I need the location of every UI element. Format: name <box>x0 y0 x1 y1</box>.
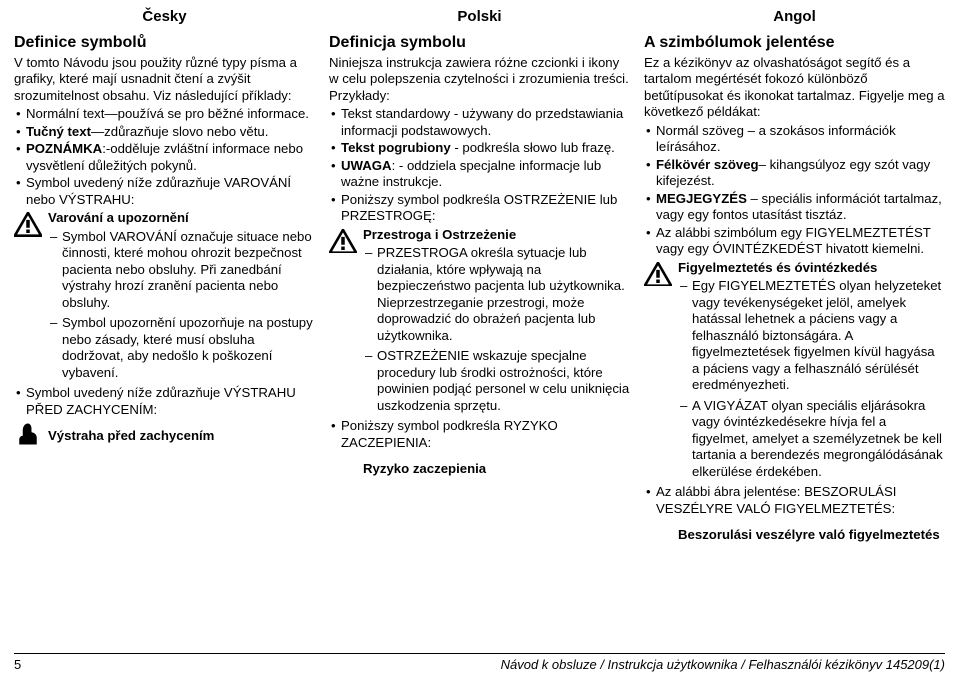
pinch-title: Výstraha před zachycením <box>48 428 214 445</box>
pinch-title: Beszorulási veszélyre való figyelmezteté… <box>678 527 940 544</box>
warning-title: Varování a upozornění <box>48 210 315 227</box>
list-item: Normální text—používá se pro běžné infor… <box>14 106 315 123</box>
list-item: Félkövér szöveg– kihangsúlyoz egy szót v… <box>644 157 945 190</box>
footer-text: Návod k obsluze / Instrukcja użytkownika… <box>501 657 945 672</box>
warning-icon <box>644 262 672 291</box>
list-item: Symbol uvedený níže zdůrazňuje VÝSTRAHU … <box>14 385 315 418</box>
lang-header: Polski <box>329 8 630 27</box>
list-item: Az alábbi ábra jelentése: BESZORULÁSI VE… <box>644 484 945 517</box>
list-item: PRZESTROGA określa sytuacje lub działani… <box>363 245 630 344</box>
list-item: Tekst pogrubiony - podkreśla słowo lub f… <box>329 140 630 157</box>
bullet-list: Tekst standardowy - używany do przedstaw… <box>329 106 630 225</box>
bullet-list: Normál szöveg – a szokásos információk l… <box>644 123 945 258</box>
warning-block: Varování a upozornění Symbol VAROVÁNÍ oz… <box>14 210 315 385</box>
page-columns: Česky Definice symbolů V tomto Návodu js… <box>0 0 959 640</box>
list-item: Symbol upozornění upozorňuje na postupy … <box>48 315 315 381</box>
pinch-block: Výstraha před zachycením <box>14 420 315 453</box>
list-item: Tekst standardowy - używany do przedstaw… <box>329 106 630 139</box>
page-footer: 5 Návod k obsluze / Instrukcja użytkowni… <box>14 653 945 672</box>
list-item: A VIGYÁZAT olyan speciális eljárásokra v… <box>678 398 945 481</box>
warning-sublist: Symbol VAROVÁNÍ označuje situace nebo či… <box>48 229 315 382</box>
warning-icon <box>14 212 42 241</box>
list-item: Az alábbi szimbólum egy FIGYELMEZTETÉST … <box>644 225 945 258</box>
pinch-block: Ryzyko zaczepienia <box>329 453 630 486</box>
lang-header: Angol <box>644 8 945 27</box>
bullet-list: Normální text—používá se pro běžné infor… <box>14 106 315 208</box>
warning-title: Przestroga i Ostrzeżenie <box>363 227 630 244</box>
warning-title: Figyelmeztetés és óvintézkedés <box>678 260 945 277</box>
list-item: POZNÁMKA:-odděluje zvláštní informace ne… <box>14 141 315 174</box>
column-polski: Polski Definicja symbolu Niniejsza instr… <box>329 8 630 640</box>
intro-text: Ez a kézikönyv az olvashatóságot segítő … <box>644 55 945 121</box>
column-cesky: Česky Definice symbolů V tomto Návodu js… <box>14 8 315 640</box>
section-title: A szimbólumok jelentése <box>644 33 945 53</box>
warning-block: Figyelmeztetés és óvintézkedés Egy FIGYE… <box>644 260 945 485</box>
list-item: Symbol VAROVÁNÍ označuje situace nebo či… <box>48 229 315 312</box>
warning-sublist: Egy FIGYELMEZTETÉS olyan helyzeteket vag… <box>678 278 945 480</box>
bullet-list: Symbol uvedený níže zdůrazňuje VÝSTRAHU … <box>14 385 315 418</box>
pinch-block: Beszorulási veszélyre való figyelmezteté… <box>644 519 945 552</box>
list-item: Poniższy symbol podkreśla RYZYKO ZACZEPI… <box>329 418 630 451</box>
bullet-list: Az alábbi ábra jelentése: BESZORULÁSI VE… <box>644 484 945 517</box>
list-item: Poniższy symbol podkreśla OSTRZEŻENIE lu… <box>329 192 630 225</box>
lang-header: Česky <box>14 8 315 27</box>
list-item: UWAGA: - oddziela specjalne informacje l… <box>329 158 630 191</box>
bullet-list: Poniższy symbol podkreśla RYZYKO ZACZEPI… <box>329 418 630 451</box>
section-title: Definicja symbolu <box>329 33 630 53</box>
column-angol: Angol A szimbólumok jelentése Ez a kézik… <box>644 8 945 640</box>
intro-text: V tomto Návodu jsou použity různé typy p… <box>14 55 315 105</box>
list-item: Normál szöveg – a szokásos információk l… <box>644 123 945 156</box>
list-item: MEGJEGYZÉS – speciális információt tarta… <box>644 191 945 224</box>
list-item: Tučný text—zdůrazňuje slovo nebo větu. <box>14 124 315 141</box>
warning-icon <box>329 229 357 258</box>
list-item: OSTRZEŻENIE wskazuje specjalne procedury… <box>363 348 630 414</box>
page-number: 5 <box>14 657 21 672</box>
intro-text: Niniejsza instrukcja zawiera różne czcio… <box>329 55 630 105</box>
warning-sublist: PRZESTROGA określa sytuacje lub działani… <box>363 245 630 414</box>
list-item: Egy FIGYELMEZTETÉS olyan helyzeteket vag… <box>678 278 945 394</box>
section-title: Definice symbolů <box>14 33 315 53</box>
pinch-icon <box>14 420 42 453</box>
warning-block: Przestroga i Ostrzeżenie PRZESTROGA okre… <box>329 227 630 419</box>
pinch-title: Ryzyko zaczepienia <box>363 461 486 478</box>
list-item: Symbol uvedený níže zdůrazňuje VAROVÁNÍ … <box>14 175 315 208</box>
